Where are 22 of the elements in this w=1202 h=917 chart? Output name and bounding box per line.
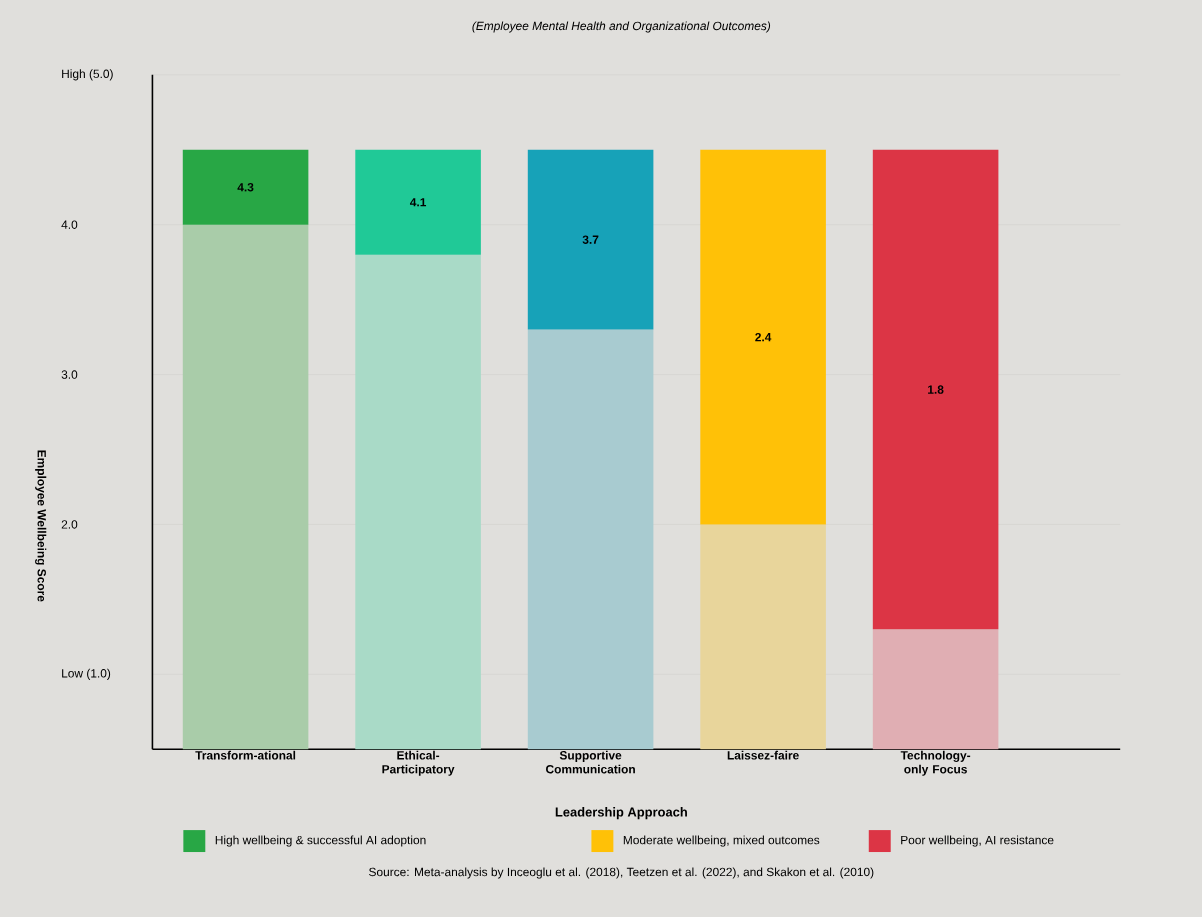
y-tick-label: Low (1.0) <box>62 668 111 680</box>
annotation: 4.1 <box>409 198 427 207</box>
y-tick-label: 3.0 <box>61 370 78 379</box>
x-tick-label: Ethical-Participatory <box>382 750 455 776</box>
legend-label: Moderate wellbeing, mixed outcomes <box>623 835 820 847</box>
chart-subtitle: (Employee Mental Health and Organizational Outcomes) <box>472 21 771 33</box>
annotation: 2.4 <box>755 333 772 342</box>
annotation: 3.7 <box>582 235 599 244</box>
annotation: 1.8 <box>928 385 944 394</box>
legend-label: High wellbeing & successful AI adoption <box>215 835 426 847</box>
x-tick-label: Transform-ational <box>195 750 296 760</box>
x-tick-label: Laissez-faire <box>727 750 799 760</box>
source-note: Source: Meta-analysis by Inceoglu et al. (2018), Teetzen et al. (2022), and Skakon et al. (2010) <box>369 867 874 879</box>
y-tick-label: 2.0 <box>61 520 78 529</box>
y-axis-title: Employee Wellbeing Score <box>35 450 47 602</box>
y-tick-label: High (5.0) <box>62 69 113 81</box>
annotation: 4.3 <box>237 183 254 192</box>
y-tick-label: 4.0 <box>61 220 78 229</box>
x-tick-label: Supportive Communication <box>546 750 635 774</box>
x-axis-title: Leadership Approach <box>555 807 687 820</box>
x-tick-label: Technology-only Focus <box>900 750 971 776</box>
legend-label: Poor wellbeing, AI resistance <box>901 835 1054 847</box>
